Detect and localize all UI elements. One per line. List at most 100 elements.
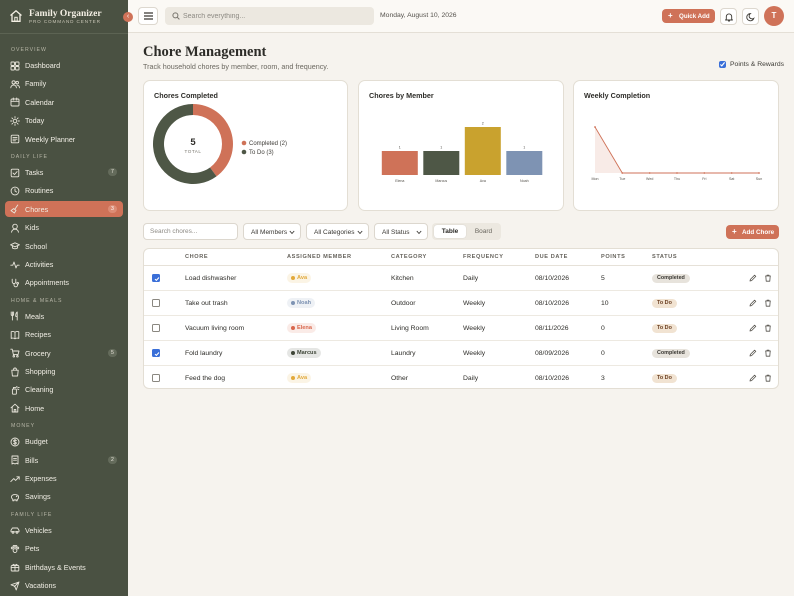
chore-done-checkbox[interactable] <box>152 324 160 332</box>
board-view-tab[interactable]: Board <box>474 228 493 235</box>
users-icon <box>10 79 20 89</box>
edit-icon[interactable] <box>749 324 757 332</box>
member-filter-select[interactable]: All Members <box>243 223 301 240</box>
sidebar-item-meals[interactable]: Meals <box>5 308 123 324</box>
bar-value-label: 2 <box>482 122 484 126</box>
bar-value-label: 1 <box>523 146 525 150</box>
nav-section-label: HOME & MEALS <box>11 297 63 304</box>
sidebar-item-weekly-planner[interactable]: Weekly Planner <box>5 131 123 147</box>
sidebar-item-dashboard[interactable]: Dashboard <box>5 57 123 73</box>
chore-due-date: 08/10/2026 <box>535 274 570 282</box>
menu-button[interactable] <box>138 7 158 25</box>
member-filter-value: All Members <box>251 228 288 236</box>
user-avatar[interactable]: T <box>764 6 784 26</box>
trash-icon[interactable] <box>764 349 772 357</box>
sidebar-item-pets[interactable]: Pets <box>5 540 123 556</box>
sidebar-item-cleaning[interactable]: Cleaning <box>5 381 123 397</box>
plus-icon: + <box>732 227 737 236</box>
book-icon <box>10 330 20 340</box>
member-badge: Elena <box>287 323 316 333</box>
trash-icon[interactable] <box>764 274 772 282</box>
sidebar-item-recipes[interactable]: Recipes <box>5 326 123 342</box>
chore-done-checkbox[interactable] <box>152 374 160 382</box>
table-row[interactable]: Feed the dog Ava Other Daily 08/10/2026 3 To D… <box>144 366 778 388</box>
sidebar-item-tasks[interactable]: Tasks 7 <box>5 164 123 180</box>
sidebar-item-label: Appointments <box>25 278 69 288</box>
sidebar-item-activities[interactable]: Activities <box>5 256 123 272</box>
theme-toggle-button[interactable] <box>742 8 759 25</box>
sidebar-item-today[interactable]: Today <box>5 112 123 128</box>
chore-done-checkbox[interactable] <box>152 274 160 282</box>
sidebar-item-shopping[interactable]: Shopping <box>5 363 123 379</box>
x-tick-label: Mon <box>592 177 599 181</box>
sidebar-item-appointments[interactable]: Appointments <box>5 274 123 290</box>
plus-icon: + <box>668 11 673 20</box>
chore-done-checkbox[interactable] <box>152 349 160 357</box>
chore-due-date: 08/11/2026 <box>535 324 569 332</box>
table-row[interactable]: Load dishwasher Ava Kitchen Daily 08/10/2026… <box>144 266 778 291</box>
chore-category: Kitchen <box>391 274 414 282</box>
member-color-dot <box>290 326 295 330</box>
sidebar-item-savings[interactable]: Savings <box>5 488 123 504</box>
edit-icon[interactable] <box>749 274 757 282</box>
chore-points: 10 <box>601 299 609 307</box>
weekly-completion-area-chart: Mon Tue Wed Thu Fri Sat Sun <box>592 126 762 181</box>
sidebar-item-calendar[interactable]: Calendar <box>5 94 123 110</box>
table-row[interactable]: Vacuum living room Elena Living Room Weekly… <box>144 316 778 341</box>
sidebar-item-routines[interactable]: Routines <box>5 182 123 198</box>
chore-name: Vacuum living room <box>185 324 245 332</box>
table-view-tab[interactable]: Table <box>434 225 466 238</box>
sidebar-item-label: Recipes <box>25 330 51 340</box>
sidebar-collapse-button[interactable]: ‹ <box>123 12 133 22</box>
data-point <box>676 172 678 174</box>
quick-add-label: Quick Add <box>679 13 710 20</box>
chevron-down-icon <box>357 230 363 235</box>
sidebar-item-grocery[interactable]: Grocery 5 <box>5 345 123 361</box>
chore-done-checkbox[interactable] <box>152 299 160 307</box>
sidebar-item-school[interactable]: School <box>5 238 123 254</box>
status-badge: To Do <box>652 374 677 383</box>
chore-points: 0 <box>601 324 605 332</box>
sidebar-item-bills[interactable]: Bills 2 <box>5 452 123 468</box>
house-logo-icon <box>9 9 23 23</box>
sidebar-item-birthdays-events[interactable]: Birthdays & Events <box>5 559 123 575</box>
add-chore-button[interactable]: + Add Chore <box>726 225 779 239</box>
sidebar-item-budget[interactable]: Budget <box>5 433 123 449</box>
member-name: Elena <box>297 325 312 331</box>
sidebar-item-chores[interactable]: Chores 3 <box>5 200 123 217</box>
paw-icon <box>10 544 20 554</box>
gift-icon <box>10 562 20 572</box>
sidebar-item-family[interactable]: Family <box>5 75 123 91</box>
bell-icon <box>725 13 733 22</box>
sidebar-item-vacations[interactable]: Vacations <box>5 577 123 593</box>
trash-icon[interactable] <box>764 324 772 332</box>
edit-icon[interactable] <box>749 349 757 357</box>
quick-add-button[interactable]: + Quick Add <box>662 9 715 23</box>
edit-icon[interactable] <box>749 374 757 382</box>
sidebar-item-home[interactable]: Home <box>5 400 123 416</box>
chore-search-input[interactable] <box>143 223 238 240</box>
sidebar: Family Organizer PRO COMMAND CENTER OVER… <box>0 0 128 596</box>
category-filter-select[interactable]: All Categories <box>306 223 369 240</box>
points-rewards-checkbox[interactable] <box>719 61 726 68</box>
sidebar-item-badge: 5 <box>108 348 117 357</box>
sun-icon <box>10 115 20 126</box>
trash-icon[interactable] <box>764 374 772 382</box>
edit-icon[interactable] <box>749 299 757 307</box>
notifications-button[interactable] <box>720 8 737 25</box>
sidebar-item-label: Budget <box>25 437 48 447</box>
sidebar-item-vehicles[interactable]: Vehicles <box>5 522 123 538</box>
table-row[interactable]: Fold laundry Marcus Laundry Weekly 08/09/202… <box>144 341 778 366</box>
status-filter-select[interactable]: All Status <box>374 223 428 240</box>
table-row[interactable]: Take out trash Noah Outdoor Weekly 08/10/202… <box>144 291 778 316</box>
donut-center-label: TOTAL <box>185 149 202 154</box>
column-header-due-date: DUE DATE <box>535 254 568 260</box>
nav-section-label: MONEY <box>11 423 36 430</box>
global-search-input[interactable] <box>183 10 363 22</box>
sidebar-item-kids[interactable]: Kids <box>5 219 123 235</box>
sidebar-item-label: Vacations <box>25 581 57 590</box>
chore-frequency: Daily <box>463 274 479 282</box>
donut-slice <box>193 104 233 177</box>
trash-icon[interactable] <box>764 299 772 307</box>
sidebar-item-expenses[interactable]: Expenses <box>5 470 123 486</box>
